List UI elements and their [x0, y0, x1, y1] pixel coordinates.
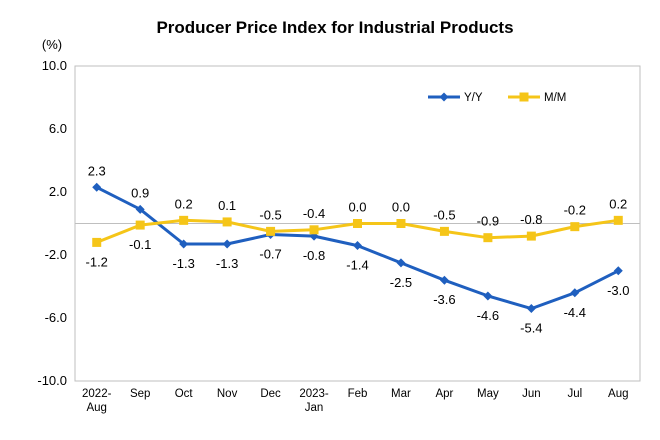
data-point-mm — [483, 233, 493, 243]
legend-label: Y/Y — [464, 92, 483, 104]
plot-area: 10.0 6.0 2.0 -2.0 -6.0 -10.0 2022-Aug Sep Oct Nov… — [37, 58, 641, 414]
data-point-yy — [179, 239, 189, 249]
chart-title: Producer Price Index for Industrial Prod… — [156, 18, 513, 37]
data-label-yy: -4.4 — [564, 305, 586, 320]
data-point-yy — [92, 182, 102, 192]
data-label-mm: -0.4 — [303, 206, 325, 221]
x-tick-label: 2023-Jan — [299, 388, 329, 414]
data-point-mm — [135, 220, 145, 230]
data-label-mm: -0.5 — [433, 207, 455, 222]
data-label-yy: -3.0 — [607, 283, 629, 298]
data-label-yy: 2.3 — [88, 163, 106, 178]
y-tick-label: -2.0 — [45, 247, 67, 262]
data-point-mm — [570, 222, 580, 232]
data-point-yy — [439, 275, 449, 285]
legend-marker-mm — [519, 92, 529, 102]
data-label-mm: 0.0 — [348, 200, 366, 215]
legend-label: M/M — [544, 92, 566, 104]
data-label-yy: -1.4 — [346, 258, 368, 273]
data-label-yy: -3.6 — [433, 292, 455, 307]
x-tick-label: Mar — [391, 388, 411, 400]
y-tick-label: 10.0 — [42, 58, 67, 73]
data-point-yy — [222, 239, 232, 249]
data-label-mm: 0.2 — [175, 196, 193, 211]
data-label-yy: 0.9 — [131, 185, 149, 200]
x-tick-label: 2022-Aug — [82, 388, 112, 414]
y-tick-label: -10.0 — [37, 373, 67, 388]
x-tick-label: Dec — [260, 388, 281, 400]
data-point-yy — [526, 304, 536, 314]
data-point-mm — [396, 219, 406, 228]
x-tick-label: Jun — [522, 388, 541, 400]
data-label-mm: -0.8 — [520, 212, 542, 227]
x-tick-label: Feb — [348, 388, 368, 400]
data-point-mm — [526, 231, 536, 241]
data-point-yy — [483, 291, 493, 301]
x-tick-label: Apr — [435, 388, 453, 400]
data-point-yy — [353, 241, 362, 251]
y-axis-unit-label: (%) — [42, 37, 62, 52]
data-label-yy: -0.7 — [259, 247, 281, 262]
data-point-yy — [396, 258, 406, 268]
data-label-mm: -0.9 — [477, 214, 499, 229]
data-point-mm — [222, 217, 232, 227]
data-label-yy: -0.8 — [303, 248, 325, 263]
data-point-mm — [353, 219, 362, 228]
data-point-mm — [439, 226, 449, 236]
data-point-mm — [92, 237, 102, 247]
data-point-mm — [613, 215, 623, 225]
data-point-yy — [135, 204, 145, 214]
y-tick-label: 6.0 — [49, 121, 67, 136]
data-label-mm: -0.1 — [129, 237, 151, 252]
data-label-yy: -5.4 — [520, 321, 542, 336]
data-point-mm — [309, 225, 319, 235]
legend: Y/Y M/M — [428, 92, 566, 104]
data-label-yy: -4.6 — [477, 308, 499, 323]
data-point-mm — [266, 226, 276, 236]
x-tick-label: Oct — [175, 388, 194, 400]
data-label-mm: 0.2 — [609, 196, 627, 211]
x-tick-label: Nov — [217, 388, 238, 400]
x-tick-label: Jul — [567, 388, 582, 400]
data-label-mm: -0.5 — [259, 207, 281, 222]
x-tick-label: Sep — [130, 388, 150, 400]
data-label-mm: -0.2 — [564, 203, 586, 218]
data-label-mm: 0.0 — [392, 200, 410, 215]
data-label-mm: 0.1 — [218, 198, 236, 213]
data-label-yy: -2.5 — [390, 275, 412, 290]
x-tick-label: May — [477, 388, 499, 400]
data-point-yy — [570, 288, 580, 298]
data-point-yy — [613, 266, 623, 276]
x-tick-label: Aug — [608, 388, 628, 400]
y-tick-label: 2.0 — [49, 184, 67, 199]
legend-marker-yy — [439, 92, 449, 102]
data-point-mm — [179, 215, 189, 225]
data-label-yy: -1.3 — [172, 256, 194, 271]
data-label-mm: -1.2 — [86, 254, 108, 269]
y-tick-label: -6.0 — [45, 310, 67, 325]
data-label-yy: -1.3 — [216, 256, 238, 271]
